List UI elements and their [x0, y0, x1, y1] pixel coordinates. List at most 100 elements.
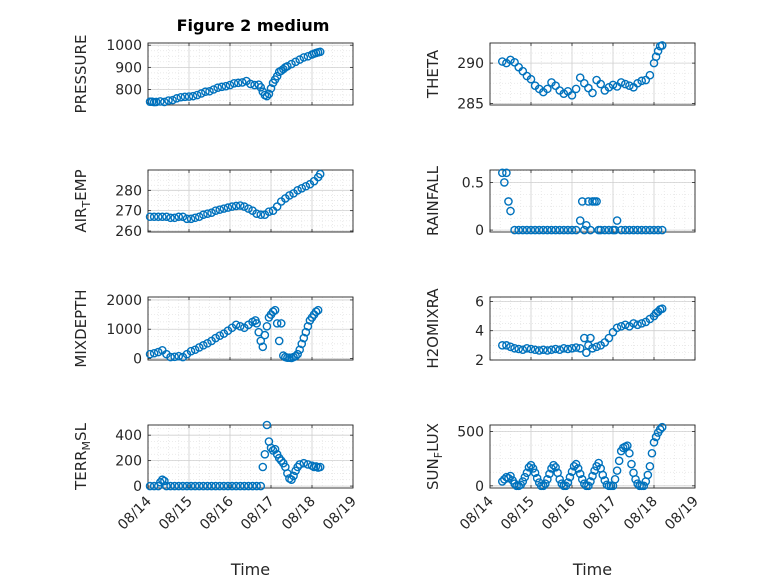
data-point: [545, 469, 554, 479]
y-tick-label: 0: [133, 352, 142, 368]
data-point: [149, 212, 159, 222]
data-point: [145, 481, 155, 491]
data-point: [151, 97, 161, 107]
data-point: [287, 59, 296, 69]
data-point: [256, 210, 266, 220]
data-point: [651, 52, 661, 61]
data-point: [526, 225, 536, 235]
data-point: [526, 74, 536, 84]
data-point: [528, 464, 538, 473]
y-tick-label: 2: [475, 353, 484, 369]
data-point: [221, 81, 231, 91]
x-tick-label: 08/16: [197, 493, 237, 533]
data-point: [291, 57, 300, 67]
data-point: [510, 343, 519, 353]
data-point: [293, 462, 302, 472]
y-tick-label: 400: [115, 428, 142, 444]
data-point: [518, 225, 528, 235]
data-point: [299, 458, 309, 468]
data-point: [215, 205, 225, 214]
data-point: [252, 319, 261, 328]
y-axis-label: TERRMSL: [72, 422, 93, 491]
data-point: [502, 168, 511, 178]
data-point: [223, 203, 233, 212]
data-point: [575, 216, 585, 225]
data-point: [547, 225, 556, 235]
data-point: [616, 322, 626, 331]
data-point: [240, 481, 249, 491]
data-point: [252, 209, 261, 219]
data-point: [262, 91, 272, 101]
x-tick-label: 08/18: [279, 494, 319, 534]
data-point: [592, 342, 601, 352]
data-point: [266, 84, 276, 93]
data-point: [637, 225, 647, 235]
data-point: [567, 91, 577, 100]
data-point: [164, 96, 173, 105]
data-point: [178, 481, 188, 491]
data-point: [623, 441, 632, 450]
data-point: [315, 169, 325, 179]
data-point: [651, 432, 661, 442]
data-point: [649, 225, 659, 235]
data-point: [231, 481, 241, 491]
data-point: [653, 225, 663, 235]
data-point: [575, 343, 585, 353]
data-point: [194, 212, 204, 222]
data-point: [524, 463, 534, 472]
data-point: [235, 322, 245, 331]
data-point: [559, 343, 569, 353]
axes-box: [147, 42, 354, 106]
data-point: [594, 458, 603, 468]
data-point: [586, 477, 595, 486]
data-point: [260, 449, 270, 459]
data-point: [625, 81, 634, 90]
data-point: [199, 481, 208, 491]
data-point: [301, 327, 311, 337]
data-point: [291, 351, 300, 361]
data-point: [598, 470, 608, 480]
data-point: [235, 201, 245, 210]
data-point: [219, 481, 229, 491]
data-point: [497, 57, 507, 66]
data-point: [158, 212, 167, 222]
data-point: [645, 461, 655, 471]
data-point: [145, 349, 155, 359]
data-point: [610, 475, 620, 484]
data-point: [586, 333, 595, 343]
data-point: [227, 202, 237, 211]
data-point: [276, 456, 286, 465]
data-point: [178, 212, 188, 222]
data-point: [555, 225, 565, 235]
data-point: [621, 320, 630, 330]
x-tick-label: 08/15: [156, 494, 196, 534]
data-point: [170, 213, 179, 223]
data-point: [258, 342, 268, 352]
y-axis-label: MIXDEPTH: [72, 289, 90, 367]
data-point: [555, 475, 565, 484]
data-point: [162, 481, 171, 491]
x-tick-label: 08/14: [457, 493, 497, 533]
x-tick-label: 08/18: [621, 494, 661, 534]
data-point: [571, 459, 581, 469]
data-point: [174, 212, 184, 222]
data-point: [209, 85, 218, 94]
data-point: [272, 202, 282, 211]
data-point: [614, 456, 624, 466]
data-point: [577, 197, 587, 206]
data-point: [160, 97, 169, 107]
data-point: [299, 53, 309, 62]
y-tick-label: 200: [115, 454, 142, 470]
data-point: [190, 481, 200, 491]
data-point: [551, 463, 560, 472]
data-point: [625, 225, 634, 235]
x-tick-label: 08/16: [539, 493, 579, 533]
data-point: [172, 94, 181, 103]
x-tick-label: 08/19: [662, 494, 702, 534]
axes-box: [489, 424, 696, 489]
data-point: [246, 79, 255, 89]
data-point: [621, 225, 630, 235]
data-point: [217, 82, 227, 92]
data-point: [295, 345, 305, 355]
data-point: [504, 473, 513, 483]
